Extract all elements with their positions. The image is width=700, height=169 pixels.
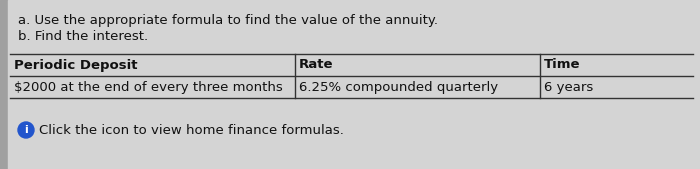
Text: a. Use the appropriate formula to find the value of the annuity.: a. Use the appropriate formula to find t… — [18, 14, 438, 27]
Text: 6.25% compounded quarterly: 6.25% compounded quarterly — [299, 80, 498, 93]
Text: 6 years: 6 years — [544, 80, 594, 93]
Text: Rate: Rate — [299, 58, 333, 71]
Text: b. Find the interest.: b. Find the interest. — [18, 30, 148, 43]
Text: $2000 at the end of every three months: $2000 at the end of every three months — [14, 80, 283, 93]
Text: i: i — [24, 125, 28, 135]
Text: Time: Time — [544, 58, 580, 71]
Text: Click the icon to view home finance formulas.: Click the icon to view home finance form… — [39, 124, 344, 137]
Circle shape — [18, 122, 34, 138]
Bar — [0, 0, 8, 169]
Text: Periodic Deposit: Periodic Deposit — [14, 58, 137, 71]
